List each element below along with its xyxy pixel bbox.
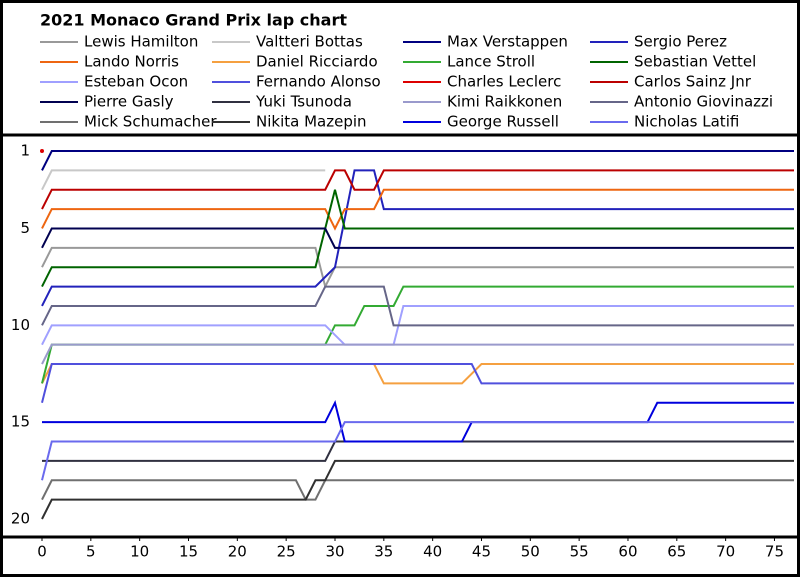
x-tick-label: 55 (570, 543, 589, 561)
position-line (41, 150, 794, 171)
x-tick-label: 70 (716, 543, 735, 561)
legend-label: Esteban Ocon (84, 73, 188, 91)
position-line (42, 399, 794, 443)
position-line (41, 285, 794, 327)
position-line (41, 246, 794, 290)
position-line (41, 227, 794, 249)
chart-title: 2021 Monaco Grand Prix lap chart (40, 11, 347, 30)
legend-label: Carlos Sainz Jnr (634, 73, 752, 91)
y-tick-label: 1 (20, 142, 30, 160)
position-line (41, 343, 794, 365)
legend-label: George Russell (447, 113, 559, 131)
x-tick-label: 65 (667, 543, 686, 561)
position-line (41, 363, 794, 404)
legend-label: Charles Leclerc (447, 73, 561, 91)
legend-label: Antonio Giovinazzi (634, 93, 773, 111)
legend-label: Daniel Ricciardo (256, 53, 378, 71)
legend-label: Sergio Perez (634, 33, 727, 51)
legend-label: Mick Schumacher (84, 113, 217, 131)
x-tick-label: 20 (228, 543, 247, 561)
position-line (41, 188, 794, 231)
legend-label: Max Verstappen (447, 33, 568, 51)
x-tick-label: 45 (472, 543, 491, 561)
legend-label: Nikita Mazepin (256, 113, 367, 131)
x-tick-label: 30 (325, 543, 344, 561)
y-tick-label: 5 (20, 219, 30, 237)
y-tick-label: 20 (11, 510, 30, 528)
legend-label: Nicholas Latifi (634, 113, 739, 131)
position-line (41, 459, 794, 520)
x-tick-label: 10 (130, 543, 149, 561)
position-line (41, 169, 794, 210)
x-tick-label: 50 (521, 543, 540, 561)
y-tick-label: 15 (11, 413, 30, 431)
x-tick-label: 5 (86, 543, 96, 561)
x-tick-label: 75 (765, 543, 784, 561)
x-tick-label: 25 (277, 543, 296, 561)
x-tick-label: 35 (374, 543, 393, 561)
legend-label: Yuki Tsunoda (255, 93, 352, 111)
legend-label: Valtteri Bottas (256, 33, 363, 51)
legend-label: Fernando Alonso (256, 73, 381, 91)
legend-label: Sebastian Vettel (634, 53, 756, 71)
y-tick-label: 10 (11, 316, 30, 334)
x-tick-label: 0 (37, 543, 47, 561)
legend-label: Lando Norris (84, 53, 179, 71)
position-line (41, 169, 794, 307)
x-tick-label: 40 (423, 543, 442, 561)
legend-label: Lance Stroll (447, 53, 535, 71)
position-line (41, 169, 326, 191)
lap-point (40, 149, 44, 153)
legend-label: Kimi Raikkonen (447, 93, 562, 111)
legend-label: Pierre Gasly (84, 93, 174, 111)
position-line (42, 440, 794, 462)
position-line (41, 421, 794, 481)
x-tick-label: 15 (179, 543, 198, 561)
x-tick-label: 60 (618, 543, 637, 561)
legend-label: Lewis Hamilton (84, 33, 198, 51)
